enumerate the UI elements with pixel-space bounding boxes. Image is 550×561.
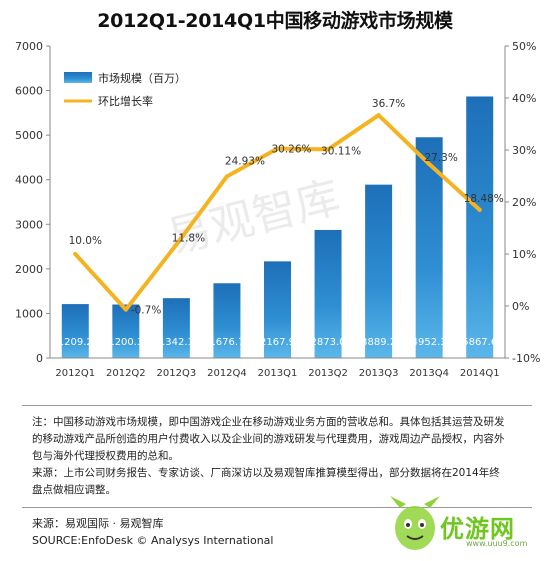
bar-value-label: 1200.3	[108, 337, 143, 348]
growth-rate-label: 10.0%	[69, 235, 102, 247]
left-tick-label: 7000	[15, 40, 43, 53]
left-tick-label: 1000	[15, 307, 43, 320]
right-tick-label: 20%	[512, 196, 536, 209]
growth-rate-label: 36.7%	[372, 98, 405, 110]
growth-rate-point	[427, 162, 432, 167]
growth-rate-point	[123, 307, 128, 312]
legend-label-line: 环比增长率	[98, 94, 153, 108]
bar	[314, 229, 342, 358]
bar-value-label: 1209.2	[58, 337, 93, 348]
growth-rate-label: 27.3%	[424, 152, 457, 164]
growth-rate-point	[477, 207, 482, 212]
x-tick-label: 2012Q2	[106, 368, 146, 379]
x-tick-label: 2013Q1	[258, 368, 298, 379]
bar	[213, 283, 241, 358]
left-tick-label: 0	[36, 352, 43, 365]
growth-rate-label: 24.93%	[225, 155, 265, 167]
x-tick-label: 2014Q1	[460, 368, 500, 379]
site-logo-url: www.uuu9.com	[466, 539, 528, 548]
growth-rate-point	[174, 242, 179, 247]
legend-swatch-bar	[64, 72, 92, 83]
x-tick-label: 2013Q2	[308, 368, 348, 379]
x-tick-label: 2012Q3	[157, 368, 197, 379]
left-tick-label: 3000	[15, 218, 43, 231]
site-logo-mascot-icon	[390, 496, 440, 550]
growth-rate-label: -0.7%	[131, 305, 161, 317]
note-source: 来源：上市公司财务报告、专家访谈、厂商深访以及易观智库推算模型得出，部分数据将在…	[32, 467, 500, 496]
bar-value-label: 1676.7	[209, 337, 244, 348]
bar-value-label: 3889.2	[361, 337, 396, 348]
chart-title: 2012Q1-2014Q1中国移动游戏市场规模	[97, 10, 453, 32]
x-tick-label: 2012Q1	[55, 368, 95, 379]
bar	[264, 261, 291, 358]
note-definition: 注：中国移动游戏市场规模，即中国游戏企业在移动游戏业务方面的营收总和。具体包括其…	[32, 416, 505, 462]
bar	[61, 304, 89, 358]
right-tick-label: 30%	[512, 144, 536, 157]
bar	[466, 96, 494, 358]
growth-rate-point	[73, 252, 78, 256]
left-tick-label: 5000	[15, 129, 43, 142]
chart: 易观智库 1209.2 1200.3 1342.1 1676.7 2167.9 2873.…	[15, 40, 540, 379]
divider-bottom	[22, 507, 532, 508]
bar	[162, 298, 190, 358]
source-en: SOURCE:EnfoDesk © Analysys International	[32, 534, 274, 547]
bar	[112, 304, 140, 358]
growth-rate-point	[376, 113, 381, 118]
bar-value-label: 2873.0	[311, 337, 346, 348]
left-tick-label: 6000	[15, 85, 43, 98]
right-tick-label: -10%	[512, 352, 540, 365]
x-tick-label: 2012Q4	[207, 368, 247, 379]
x-tick-label: 2013Q3	[359, 368, 399, 379]
bar-value-label: 1342.1	[159, 337, 194, 348]
x-tick-label: 2013Q4	[409, 368, 449, 379]
site-logo-text: 优游网	[440, 515, 515, 543]
growth-rate-point	[275, 146, 280, 151]
divider-top	[22, 405, 532, 406]
right-tick-label: 40%	[512, 92, 536, 105]
bar	[365, 184, 393, 358]
growth-rate-label: 18.48%	[464, 193, 504, 205]
left-tick-label: 4000	[15, 174, 43, 187]
bar-value-label: 4952.3	[412, 337, 447, 348]
right-tick-label: 50%	[512, 40, 536, 53]
bar-value-label: 2167.9	[260, 337, 295, 348]
growth-rate-label: 11.8%	[172, 233, 205, 245]
growth-rate-label: 30.26%	[271, 144, 311, 156]
source-cn: 来源：易观国际 · 易观智库	[32, 517, 164, 530]
left-tick-label: 2000	[15, 263, 43, 276]
growth-rate-point	[326, 147, 331, 152]
right-tick-label: 0%	[512, 300, 529, 313]
right-tick-label: 10%	[512, 248, 536, 261]
legend-label-bar: 市场规模（百万）	[98, 71, 186, 85]
growth-rate-point	[224, 174, 229, 179]
bar-value-label: 5867.6	[462, 337, 497, 348]
growth-rate-label: 30.11%	[321, 145, 361, 157]
